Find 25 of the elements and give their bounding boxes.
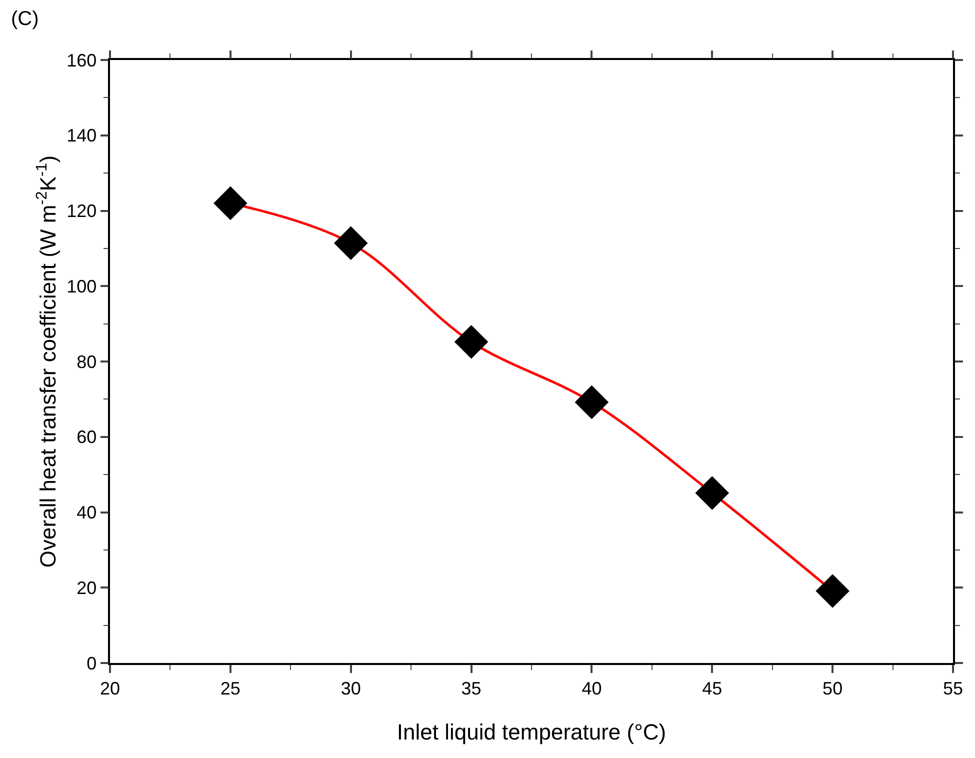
y-tick-label: 20	[76, 578, 97, 598]
x-tick-label: 30	[340, 678, 361, 698]
x-tick-label: 35	[461, 678, 482, 698]
x-tick-label: 50	[822, 678, 843, 698]
y-tick-label: 140	[66, 126, 97, 146]
point	[574, 385, 609, 420]
y-tick-label: 40	[76, 502, 97, 523]
point	[454, 325, 488, 359]
point	[334, 226, 368, 260]
x-axis-title: Inlet liquid temperature (°C)	[396, 720, 666, 744]
y-tick-label: 160	[66, 50, 97, 70]
x-tick-label: 25	[220, 678, 240, 698]
y-tick-label: 0	[86, 653, 97, 674]
x-tick-label: 40	[582, 678, 602, 698]
point	[816, 574, 850, 608]
y-tick-label: 80	[76, 352, 97, 372]
text: (C)	[11, 8, 39, 30]
x-tick-label: 55	[942, 678, 964, 698]
y-tick-label: 60	[76, 427, 97, 448]
y-tick-label: 120	[66, 201, 97, 222]
point	[695, 476, 730, 510]
y-tick-label: 100	[66, 276, 97, 296]
x-tick-label: 20	[100, 678, 120, 698]
point	[214, 186, 248, 220]
x-tick-label: 45	[702, 678, 722, 698]
